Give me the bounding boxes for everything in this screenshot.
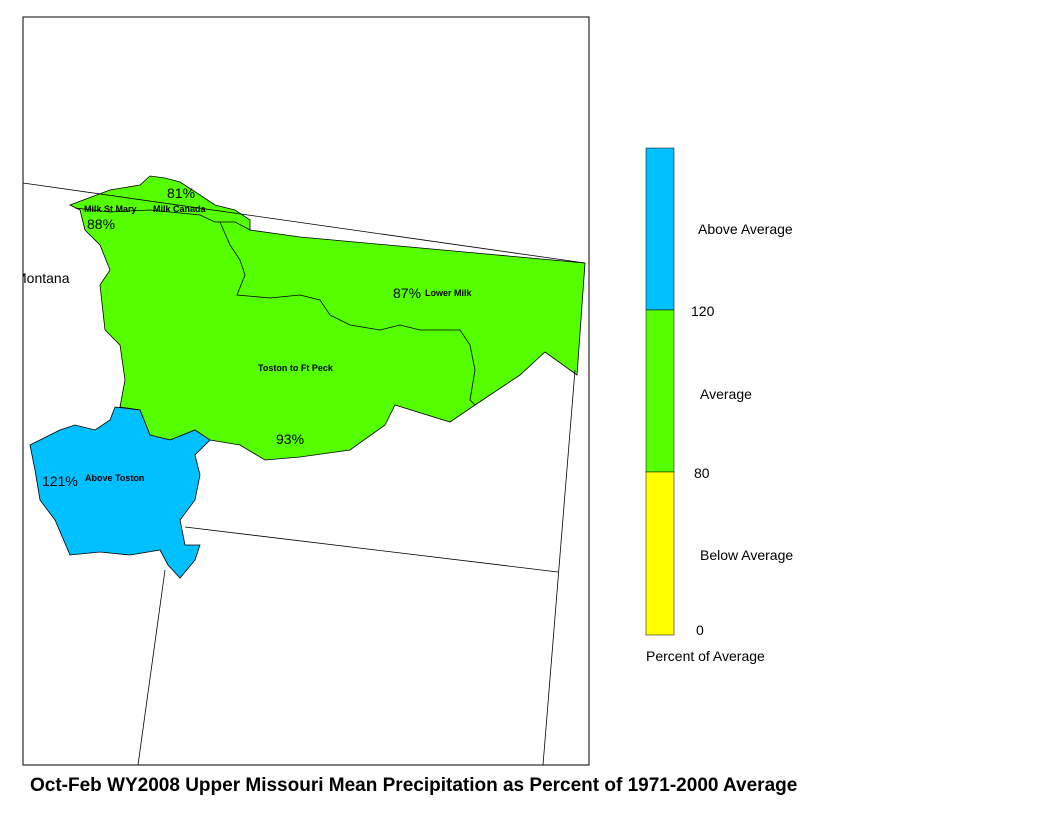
legend-swatch bbox=[645, 309, 675, 473]
legend-swatch bbox=[645, 147, 675, 311]
region-name: Toston to Ft Peck bbox=[258, 363, 334, 373]
legend: Above Average Average Below Average 120 … bbox=[645, 147, 793, 664]
state-border bbox=[542, 369, 576, 765]
basin-boundary bbox=[219, 221, 476, 406]
legend-break: 80 bbox=[694, 465, 710, 481]
region-percent: 88% bbox=[87, 216, 115, 232]
region-green bbox=[69, 175, 586, 461]
region-percent: 93% bbox=[276, 431, 304, 447]
legend-swatch bbox=[645, 471, 675, 636]
region-name: Milk Canada bbox=[153, 204, 207, 214]
region-name: Lower Milk bbox=[425, 288, 473, 298]
legend-class: Above Average bbox=[698, 221, 793, 237]
basin-boundary bbox=[74, 207, 251, 231]
state-border bbox=[23, 182, 586, 264]
region-name: Above Toston bbox=[85, 473, 144, 483]
legend-break: 120 bbox=[691, 303, 715, 319]
state-border bbox=[184, 526, 559, 573]
region-blue bbox=[29, 406, 211, 579]
map-frame bbox=[22, 16, 590, 766]
legend-break: 0 bbox=[696, 622, 704, 638]
region-percent: 81% bbox=[167, 185, 195, 201]
region-percent: 87% bbox=[393, 285, 421, 301]
legend-caption: Percent of Average bbox=[646, 648, 765, 664]
map: Montana Milk St Mary 88% Milk Canada 81%… bbox=[15, 175, 586, 765]
state-border bbox=[137, 569, 166, 765]
page-title: Oct-Feb WY2008 Upper Missouri Mean Preci… bbox=[30, 775, 797, 796]
state-label: Montana bbox=[15, 270, 70, 286]
region-percent: 121% bbox=[42, 473, 78, 489]
region-name: Milk St Mary bbox=[84, 204, 137, 214]
legend-class: Average bbox=[700, 386, 752, 402]
legend-class: Below Average bbox=[700, 547, 793, 563]
